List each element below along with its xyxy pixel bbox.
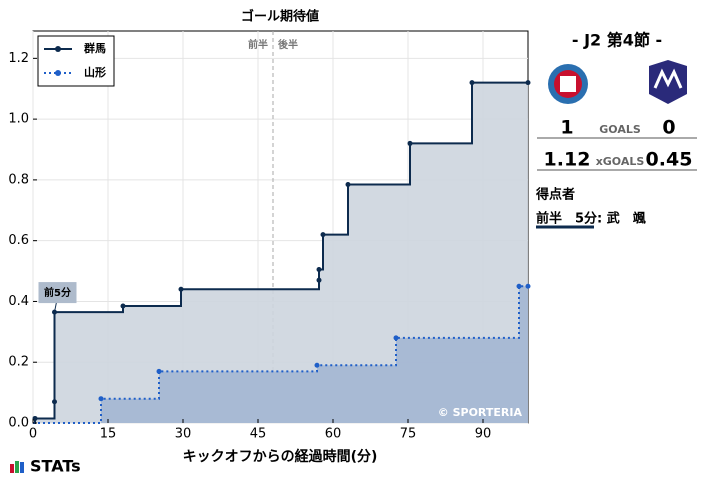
point: [525, 283, 531, 289]
legend-box: [37, 35, 115, 87]
y-tick-label: 0.0: [8, 416, 29, 431]
goals-label: GOALS: [599, 123, 641, 136]
point: [345, 181, 351, 187]
chart-title: ゴール期待値: [241, 9, 319, 25]
point: [98, 396, 104, 402]
x-tick-label: 75: [400, 427, 417, 442]
y-tick-label: 1.2: [8, 51, 29, 66]
goal-label: 前5分: [44, 286, 71, 299]
point: [314, 362, 320, 368]
plot: [32, 31, 531, 424]
away-logo: [649, 60, 687, 104]
point: [178, 286, 184, 292]
away-goals: 0: [662, 117, 675, 139]
point: [32, 415, 38, 421]
point: [316, 267, 322, 273]
x-tick-label: 45: [250, 427, 267, 442]
y-tick-label: 0.6: [8, 233, 29, 248]
point: [407, 140, 413, 146]
legend-label: 山形: [84, 65, 106, 79]
point: [320, 232, 326, 238]
xg-label: xGOALS: [596, 155, 645, 168]
x-tick-label: 90: [475, 427, 492, 442]
point: [52, 399, 57, 405]
scorer: 前半 5分: 武 颯: [536, 211, 646, 227]
brand-icon: [10, 461, 24, 473]
y-tick-label: 0.8: [8, 172, 29, 187]
x-axis-label: キックオフからの経過時間(分): [183, 448, 378, 465]
point: [525, 80, 531, 86]
goal-box: [38, 282, 77, 304]
scorers-title: 得点者: [535, 187, 575, 203]
half-label: 後半: [278, 38, 298, 51]
point: [120, 303, 126, 309]
goal-pointer: [54, 301, 57, 313]
x-tick-label: 0: [29, 427, 37, 442]
x-tick-label: 30: [175, 427, 192, 442]
point: [469, 80, 475, 86]
point: [156, 368, 162, 374]
y-tick-label: 1.0: [8, 112, 29, 127]
half-label: 前半: [248, 38, 268, 51]
home-logo: [548, 64, 588, 104]
x-tick-label: 15: [100, 427, 117, 442]
x-tick-label: 60: [325, 427, 342, 442]
step-line: [33, 81, 528, 424]
y-tick-label: 0.4: [8, 294, 29, 309]
home-goals: 1: [560, 117, 573, 139]
legend-dot: [55, 46, 61, 52]
legend-label: 群馬: [83, 41, 106, 55]
area: [33, 286, 528, 423]
home-xg: 1.12: [544, 149, 591, 171]
brand: STATs: [30, 457, 81, 476]
point: [393, 335, 399, 341]
point: [316, 277, 322, 283]
y-tick-label: 0.2: [8, 355, 29, 370]
credit: © SPORTERIA: [438, 406, 523, 419]
away-xg: 0.45: [646, 149, 693, 171]
point: [516, 283, 522, 289]
legend-dot: [55, 70, 61, 76]
panel-title: - J2 第4節 -: [572, 31, 662, 50]
